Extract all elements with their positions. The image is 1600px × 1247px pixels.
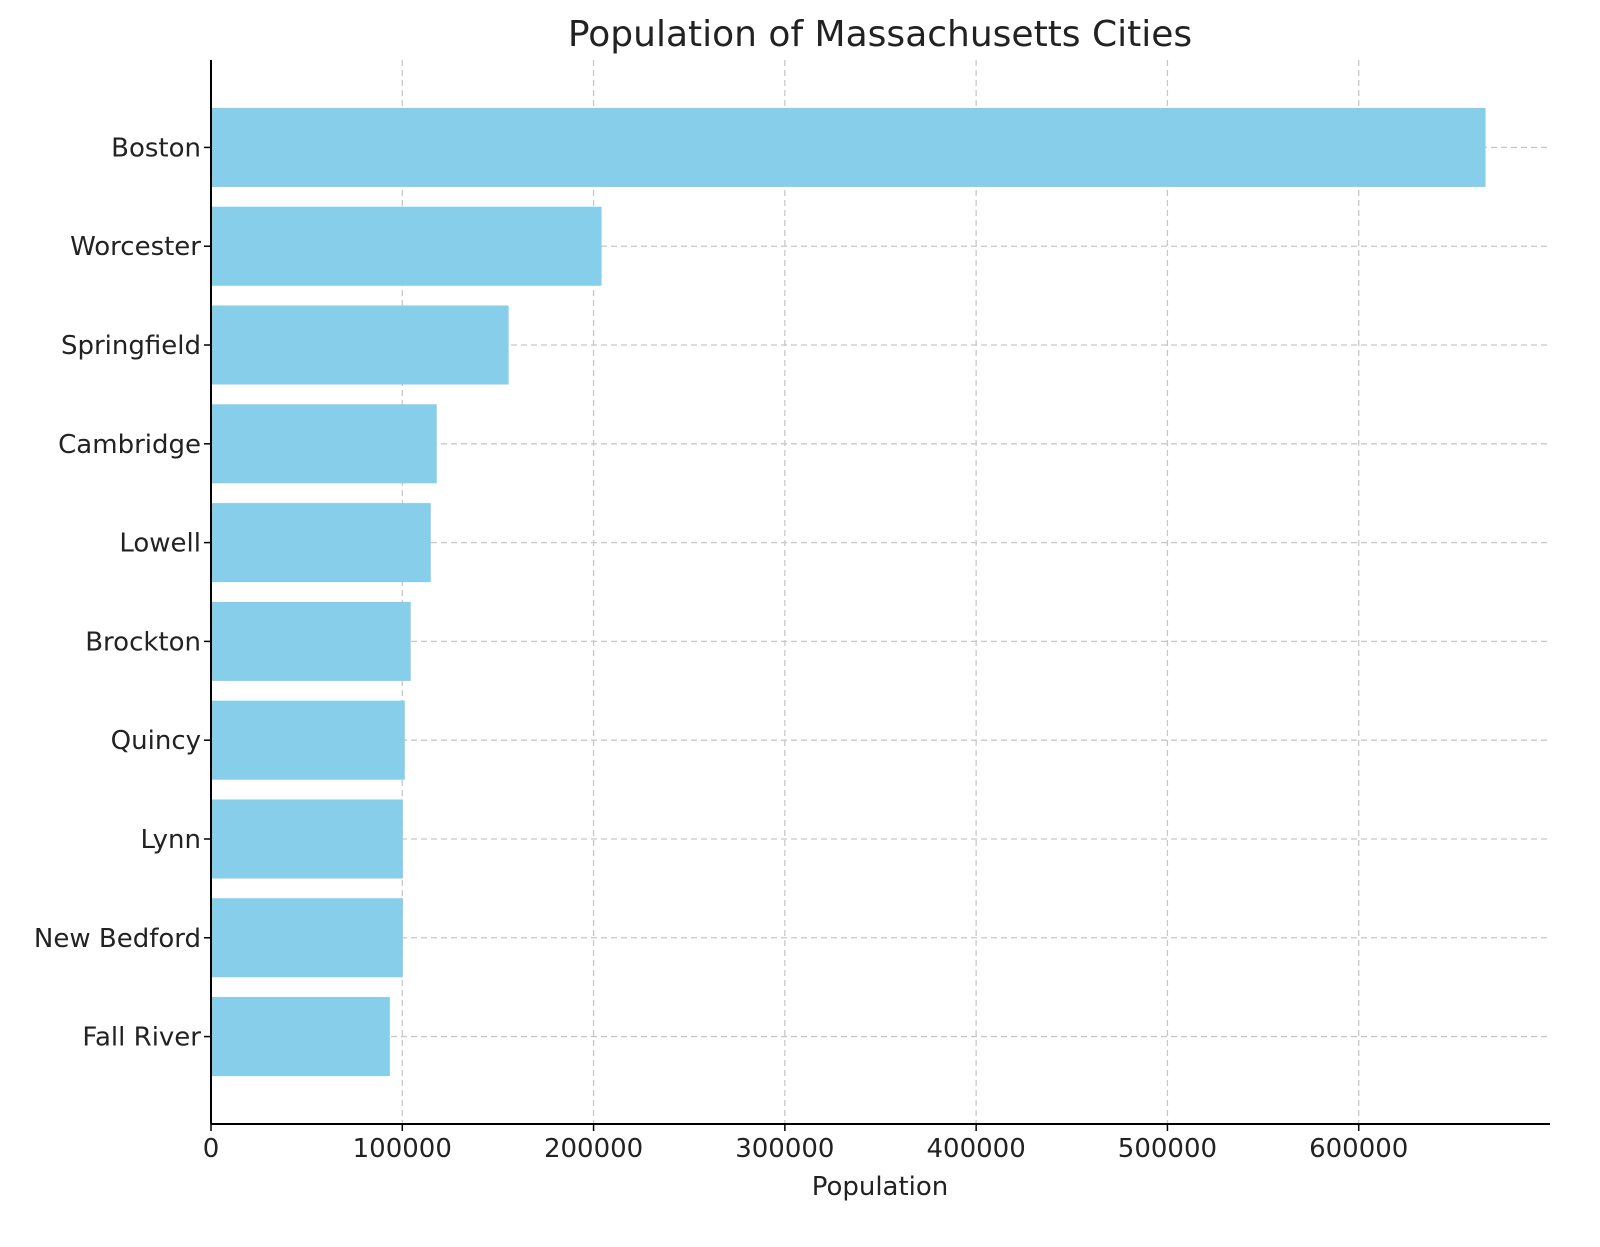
bar-brockton <box>211 601 411 681</box>
y-tick-label: Boston <box>111 133 201 163</box>
bar-new-bedford <box>211 898 403 978</box>
x-tick-label: 600000 <box>1309 1134 1408 1164</box>
bar-boston <box>211 107 1486 187</box>
x-tick-label: 500000 <box>1118 1134 1217 1164</box>
y-tick-label: New Bedford <box>34 924 201 954</box>
x-tick-labels: 0 100000 200000 300000 400000 500000 600000 <box>203 1124 1408 1164</box>
bar-cambridge <box>211 404 437 484</box>
chart-title: Population of Massachusetts Cities <box>568 14 1192 55</box>
y-tick-label: Brockton <box>85 627 201 657</box>
x-tick-label: 100000 <box>353 1134 452 1164</box>
x-tick-label: 200000 <box>544 1134 643 1164</box>
x-tick-label: 300000 <box>735 1134 834 1164</box>
bar-fall-river <box>211 997 390 1077</box>
bar-worcester <box>211 206 602 286</box>
y-tick-label: Lynn <box>141 825 201 855</box>
y-tick-label: Cambridge <box>58 430 201 460</box>
bar-quincy <box>211 700 405 780</box>
y-tick-label: Fall River <box>82 1023 201 1053</box>
x-tick-label: 400000 <box>927 1134 1026 1164</box>
y-tick-label: Springfield <box>61 331 201 361</box>
y-tick-label: Lowell <box>119 529 201 559</box>
x-tick-label: 0 <box>203 1134 220 1164</box>
x-axis-label: Population <box>812 1172 949 1202</box>
y-tick-labels: Boston Worcester Springfield Cambridge Lowel… <box>34 133 211 1053</box>
bar-lynn <box>211 799 403 879</box>
bar-springfield <box>211 305 509 385</box>
bars <box>211 107 1486 1077</box>
y-tick-label: Quincy <box>111 726 201 756</box>
bar-lowell <box>211 503 431 583</box>
y-tick-label: Worcester <box>70 232 201 262</box>
